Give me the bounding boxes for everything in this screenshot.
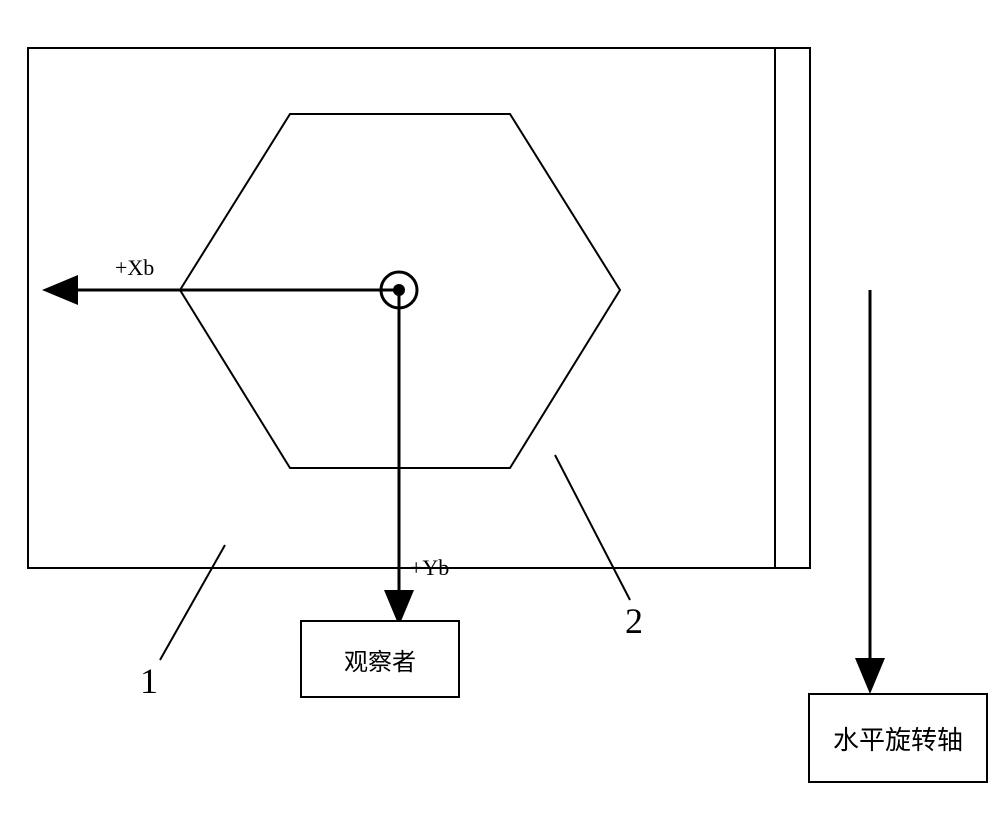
ref-label-1: 1 (140, 660, 158, 702)
outer-rect (28, 48, 810, 568)
observer-label: 观察者 (344, 642, 416, 677)
ref-label-2: 2 (625, 600, 643, 642)
leader-line-2 (555, 455, 630, 600)
rotation-axis-label: 水平旋转轴 (833, 720, 963, 757)
x-axis-label: +Xb (115, 255, 154, 281)
leader-line-1 (160, 545, 225, 660)
diagram-container: +Xb +Yb 观察者 水平旋转轴 1 2 (0, 0, 1000, 818)
observer-box: 观察者 (300, 620, 460, 698)
y-axis-label: +Yb (410, 555, 449, 581)
rotation-axis-box: 水平旋转轴 (808, 693, 988, 783)
